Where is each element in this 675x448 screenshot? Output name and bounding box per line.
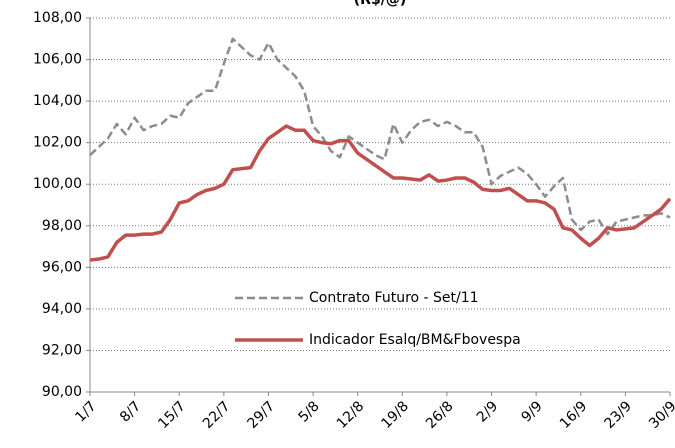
x-tick-label: 23/9 — [601, 398, 635, 432]
y-tick-label: 94,00 — [42, 301, 82, 317]
x-tick-label: 16/9 — [557, 398, 591, 432]
x-tick-label: 29/7 — [245, 398, 279, 432]
series-line — [89, 124, 672, 262]
x-tick-label: 26/8 — [423, 398, 457, 432]
chart-title: (R$/@) — [354, 0, 406, 8]
x-tick-label: 9/9 — [519, 398, 546, 425]
x-tick-label: 15/7 — [155, 398, 189, 432]
legend-label: Indicador Esalq/BM&Fbovespa — [309, 332, 521, 348]
x-tick-label: 2/9 — [474, 398, 501, 425]
x-tick-label: 19/8 — [378, 398, 412, 432]
y-tick-label: 108,00 — [33, 10, 82, 26]
y-tick-label: 104,00 — [33, 93, 82, 109]
y-tick-label: 100,00 — [33, 176, 82, 192]
y-tick-label: 102,00 — [33, 135, 82, 151]
y-tick-label: 92,00 — [42, 342, 82, 358]
x-tick-label: 30/9 — [646, 398, 675, 432]
x-tick-label: 8/7 — [117, 398, 144, 425]
y-tick-label: 98,00 — [42, 218, 82, 234]
x-tick-label: 1/7 — [72, 398, 99, 425]
x-tick-label: 22/7 — [200, 398, 234, 432]
series-line — [89, 37, 671, 236]
y-tick-label: 90,00 — [42, 384, 82, 400]
y-tick-label: 96,00 — [42, 259, 82, 275]
y-tick-label: 106,00 — [33, 52, 82, 68]
legend-label: Contrato Futuro - Set/11 — [309, 290, 479, 306]
x-tick-label: 12/8 — [334, 398, 368, 432]
x-tick-label: 5/8 — [295, 398, 322, 425]
